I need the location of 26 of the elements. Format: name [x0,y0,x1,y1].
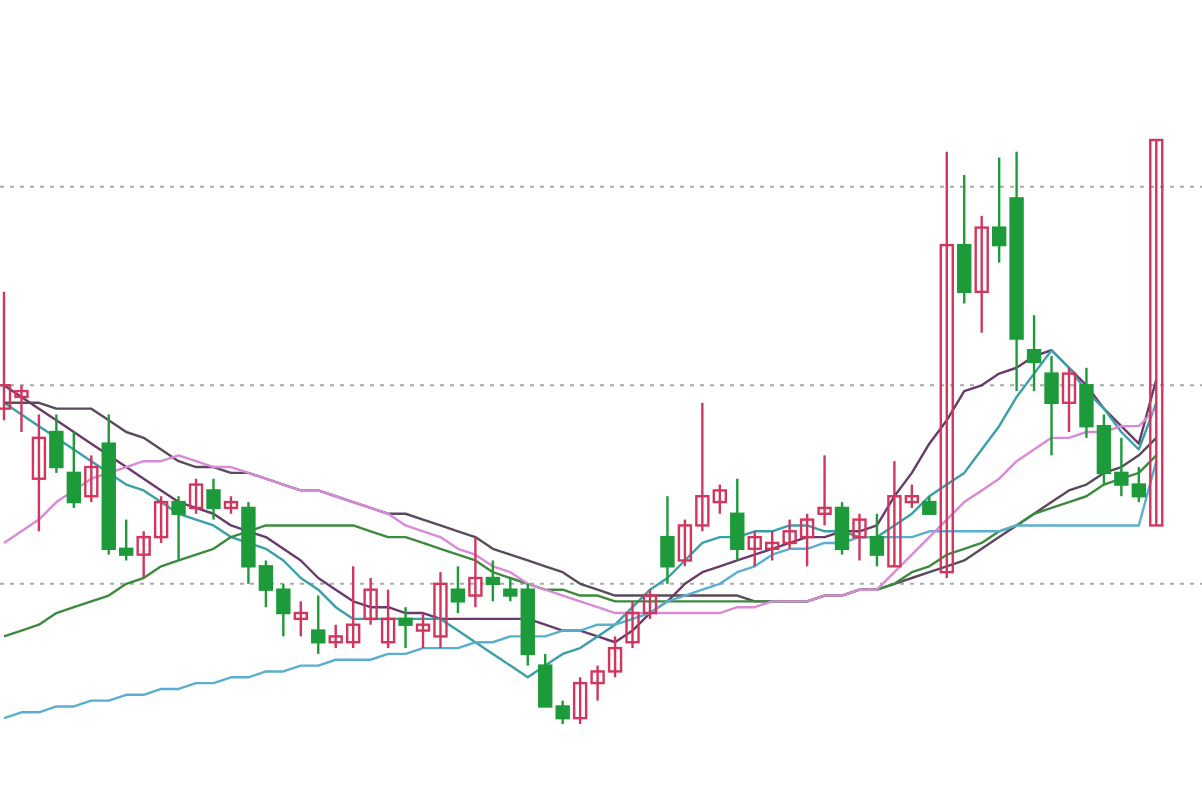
candlestick [206,477,221,521]
candlestick [1149,138,1164,527]
candlestick [398,606,413,650]
candlestick [730,477,745,562]
candlestick [834,500,850,556]
candlestick [939,150,954,580]
candlestick [957,173,972,305]
candlestick [485,559,501,603]
candlestick [66,430,82,510]
candlestick [171,495,186,562]
candlestick [1061,366,1077,434]
candlestick [1026,314,1042,393]
candlestick [817,454,832,527]
candlestick [869,512,885,568]
candlestick [293,600,308,638]
candlestick [974,214,989,334]
candlestick [49,413,64,475]
candlestick [450,565,466,615]
candlestick [31,413,47,533]
candlestick [188,477,204,515]
candlestick [468,535,483,609]
candlestick [1044,354,1059,457]
candlestick [852,512,867,562]
candlestick [311,594,326,656]
candlestick [84,454,99,504]
candlestick [660,495,675,586]
